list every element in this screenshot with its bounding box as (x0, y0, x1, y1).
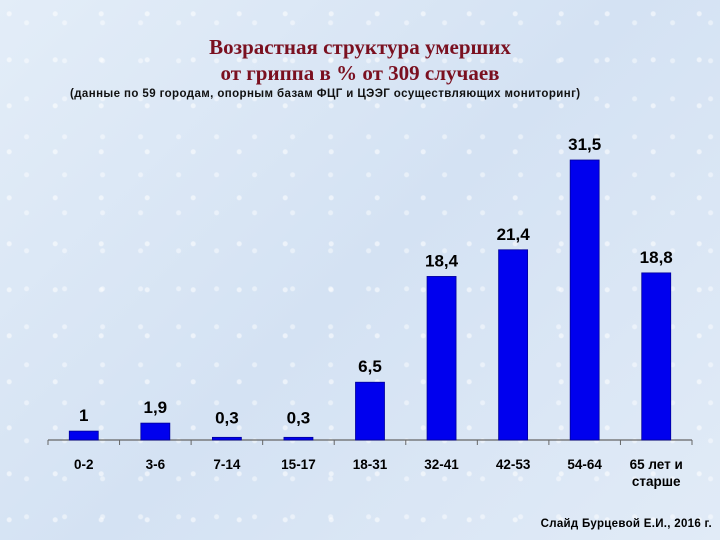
slide-credit: Слайд Бурцевой Е.И., 2016 г. (540, 518, 712, 530)
title-line-1: Возрастная структура умерших (209, 35, 511, 59)
data-label: 1 (79, 406, 88, 425)
x-tick-label: 3-6 (146, 457, 166, 472)
x-tick-label: 15-17 (281, 457, 316, 472)
data-label: 6,5 (358, 357, 382, 376)
x-tick-label: 65 лет и старше (630, 457, 683, 489)
bar (283, 436, 314, 441)
data-label: 0,3 (215, 408, 239, 427)
data-label: 21,4 (497, 225, 531, 244)
x-tick-label: 42-53 (496, 457, 531, 472)
title-line-2: от гриппа в % от 309 случаев (220, 61, 500, 85)
data-label: 18,8 (640, 248, 673, 267)
bar (498, 249, 529, 441)
bar (68, 430, 99, 441)
chart-title: Возрастная структура умерших от гриппа в… (0, 34, 720, 86)
bar (641, 272, 672, 441)
bar (426, 276, 457, 441)
bar (140, 422, 171, 441)
x-tick-label: 32-41 (424, 457, 459, 472)
bar (355, 381, 385, 441)
data-label: 0,3 (287, 408, 311, 427)
x-tick-label: 18-31 (353, 457, 388, 472)
bar (211, 436, 242, 441)
bar (569, 159, 600, 441)
x-tick-label: 7-14 (213, 457, 241, 472)
chart-subtitle: (данные по 59 городам, опорным базам ФЦГ… (70, 88, 581, 100)
data-label: 1,9 (144, 398, 168, 417)
data-label: 31,5 (568, 135, 601, 154)
x-tick-label: 54-64 (567, 457, 602, 472)
x-tick-label: 0-2 (74, 457, 94, 472)
data-label: 18,4 (425, 251, 459, 270)
